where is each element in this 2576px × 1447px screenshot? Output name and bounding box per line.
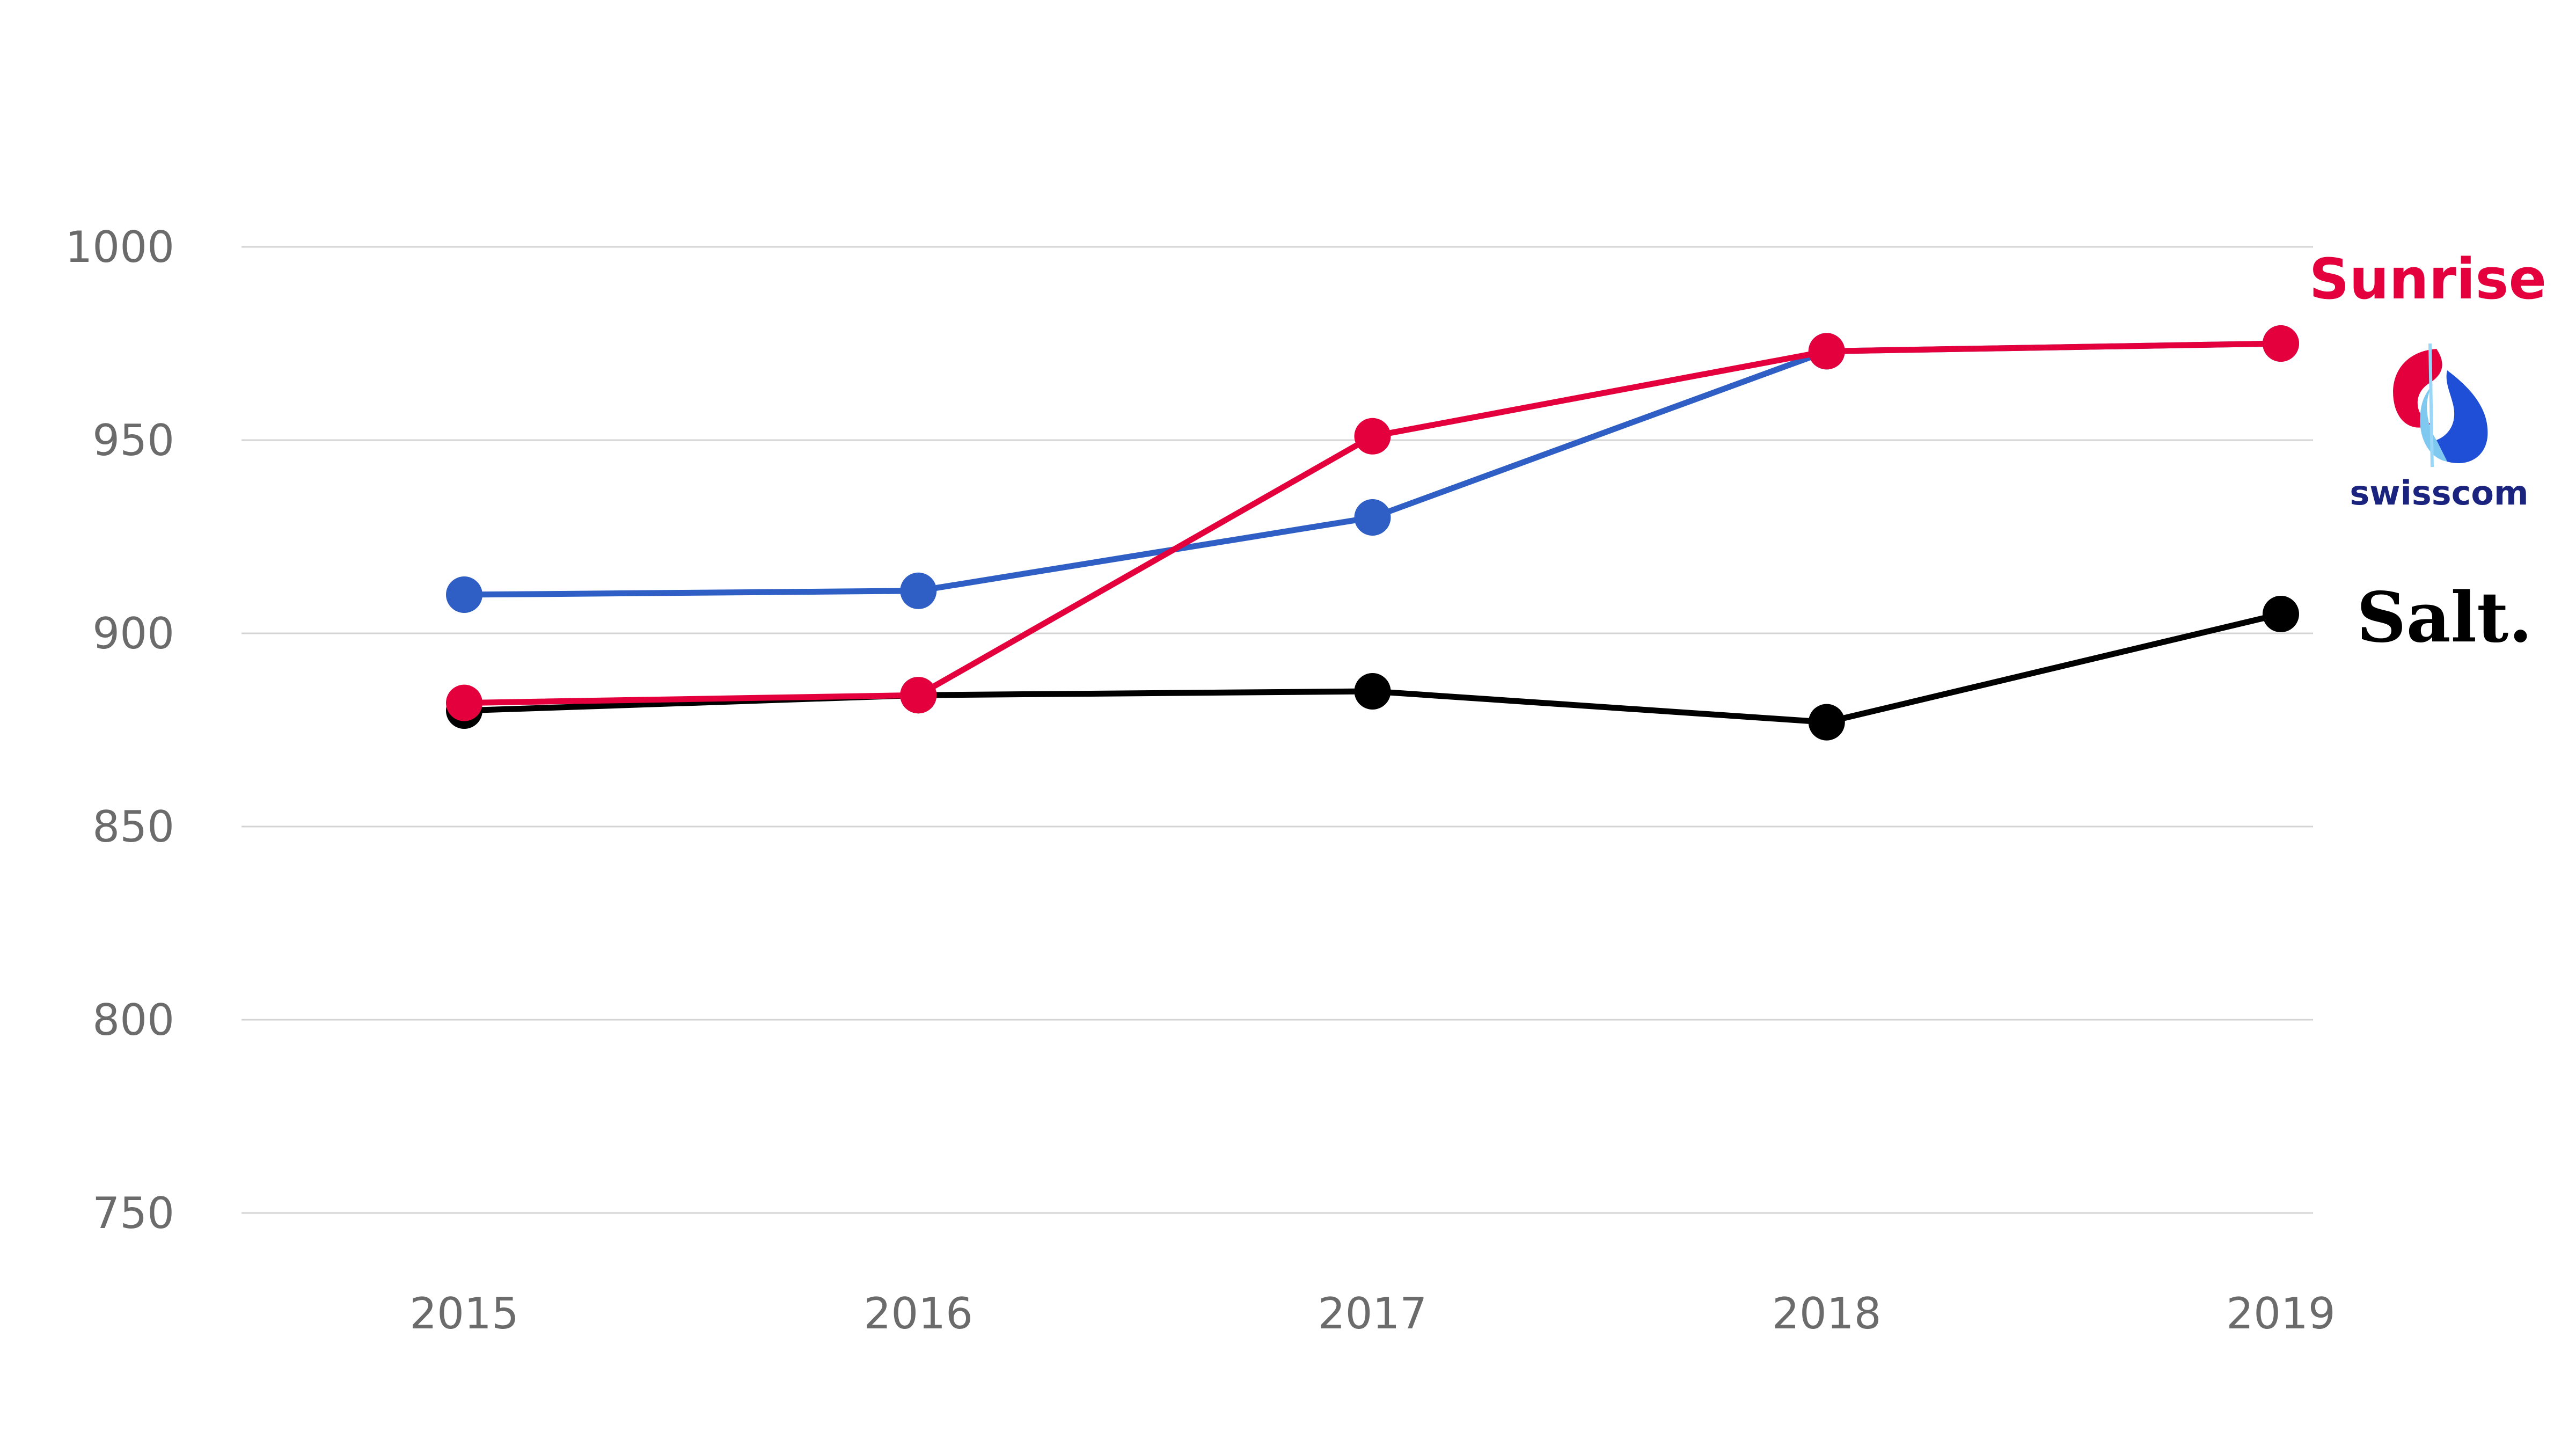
x-tick-label: 2015: [409, 1289, 519, 1339]
data-point-swisscom-2016: [900, 572, 937, 609]
series-line-swisscom: [464, 340, 2281, 598]
series-lines: [446, 325, 2299, 741]
legend-sunrise-logo: Sunrise: [2309, 246, 2546, 312]
series-swisscom: [446, 325, 2299, 613]
swisscom-logo-icon: [2393, 343, 2488, 467]
data-point-sunrise-2016: [900, 677, 937, 714]
x-tick-label: 2016: [863, 1289, 973, 1339]
data-point-sunrise-2015: [446, 684, 482, 721]
gridlines: [241, 246, 2313, 1214]
series-sunrise: [446, 325, 2299, 721]
y-tick-label: 950: [92, 415, 174, 465]
y-tick-label: 850: [92, 802, 174, 852]
legend-swisscom-wordmark: swisscom: [2350, 473, 2528, 513]
data-point-swisscom-2017: [1354, 499, 1391, 536]
y-tick-label: 900: [92, 609, 174, 659]
legend: Sunrise swisscom Salt.: [2309, 246, 2546, 658]
data-point-sunrise-2019: [2263, 325, 2299, 362]
data-point-sunrise-2017: [1354, 418, 1391, 455]
x-tick-label: 2017: [1318, 1289, 1428, 1339]
data-point-swisscom-2015: [446, 576, 482, 613]
x-tick-label: 2018: [1772, 1289, 1882, 1339]
data-point-salt-2019: [2263, 596, 2299, 632]
series-salt: [446, 596, 2299, 741]
y-tick-label: 1000: [65, 222, 174, 272]
data-point-sunrise-2018: [1808, 333, 1845, 370]
data-point-salt-2018: [1808, 704, 1845, 741]
x-tick-label: 2019: [2226, 1289, 2336, 1339]
legend-salt-logo: Salt.: [2357, 578, 2533, 658]
data-point-salt-2017: [1354, 673, 1391, 710]
y-tick-label: 800: [92, 995, 174, 1045]
y-axis-tick-labels: 750 800 850 900 950 1000: [65, 222, 174, 1238]
y-tick-label: 750: [92, 1188, 174, 1238]
x-axis-tick-labels: 2015 2016 2017 2018 2019: [409, 1289, 2336, 1339]
